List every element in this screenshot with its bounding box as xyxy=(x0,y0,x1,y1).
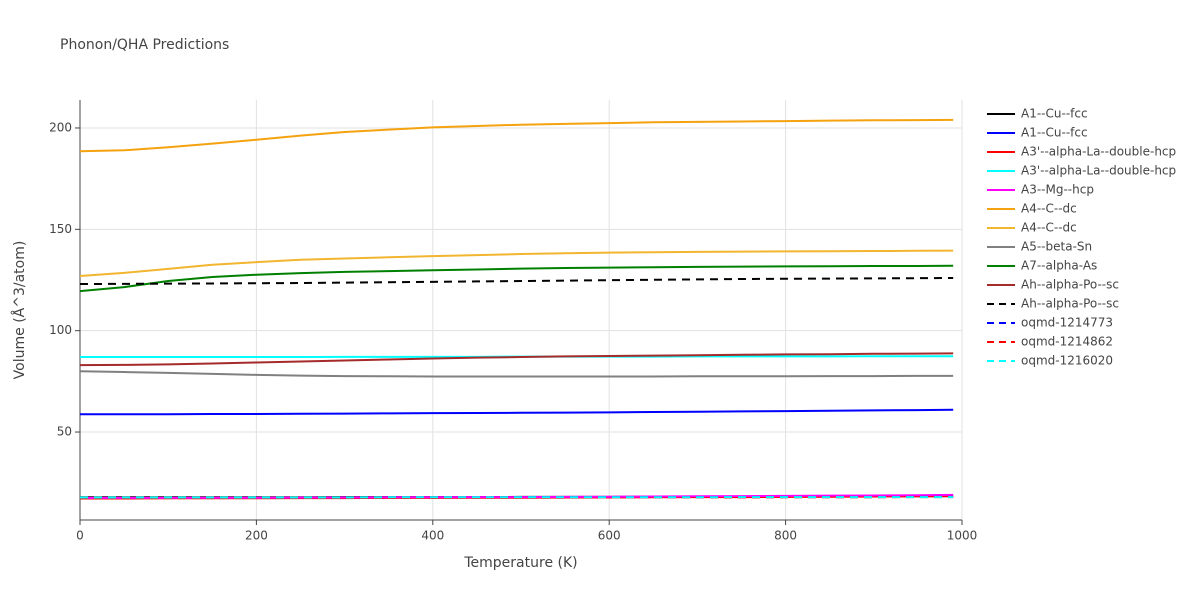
x-tick-label: 1000 xyxy=(947,529,978,543)
y-tick-label: 200 xyxy=(49,120,72,134)
x-tick-label: 0 xyxy=(76,529,84,543)
x-axis-title: Temperature (K) xyxy=(463,555,577,571)
legend-label: Ah--alpha-Po--sc xyxy=(1021,278,1119,292)
line xyxy=(80,408,954,416)
legend-label: A1--Cu--fcc xyxy=(1021,107,1088,121)
legend-label: A3--Mg--hcp xyxy=(1021,183,1094,197)
x-tick-label: 400 xyxy=(421,529,444,543)
legend-label: A1--Cu--fcc xyxy=(1021,126,1088,140)
line xyxy=(79,118,954,153)
x-tick-label: 800 xyxy=(774,529,797,543)
legend-label: oqmd-1214862 xyxy=(1021,335,1113,349)
line xyxy=(79,352,954,367)
y-tick-label: 50 xyxy=(57,425,72,439)
legend-label: A4--C--dc xyxy=(1021,221,1077,235)
legend-label: oqmd-1214773 xyxy=(1021,316,1113,330)
line xyxy=(79,370,954,378)
x-tick-label: 600 xyxy=(598,529,621,543)
legend-label: A3'--alpha-La--double-hcp xyxy=(1021,145,1176,159)
legend-label: A7--alpha-As xyxy=(1021,259,1097,273)
line xyxy=(79,249,954,277)
y-tick-label: 100 xyxy=(49,323,72,337)
line xyxy=(79,264,954,293)
x-tick-label: 200 xyxy=(245,529,268,543)
legend-label: Ah--alpha-Po--sc xyxy=(1021,297,1119,311)
legend-label: A3'--alpha-La--double-hcp xyxy=(1021,164,1176,178)
line xyxy=(79,276,954,286)
chart-title: Phonon/QHA Predictions xyxy=(60,37,229,53)
legend-label: oqmd-1216020 xyxy=(1021,354,1113,368)
y-tick-label: 150 xyxy=(49,222,72,236)
legend-label: A5--beta-Sn xyxy=(1021,240,1092,254)
y-axis-title: Volume (Å^3/atom) xyxy=(11,241,28,380)
legend-label: A4--C--dc xyxy=(1021,202,1077,216)
